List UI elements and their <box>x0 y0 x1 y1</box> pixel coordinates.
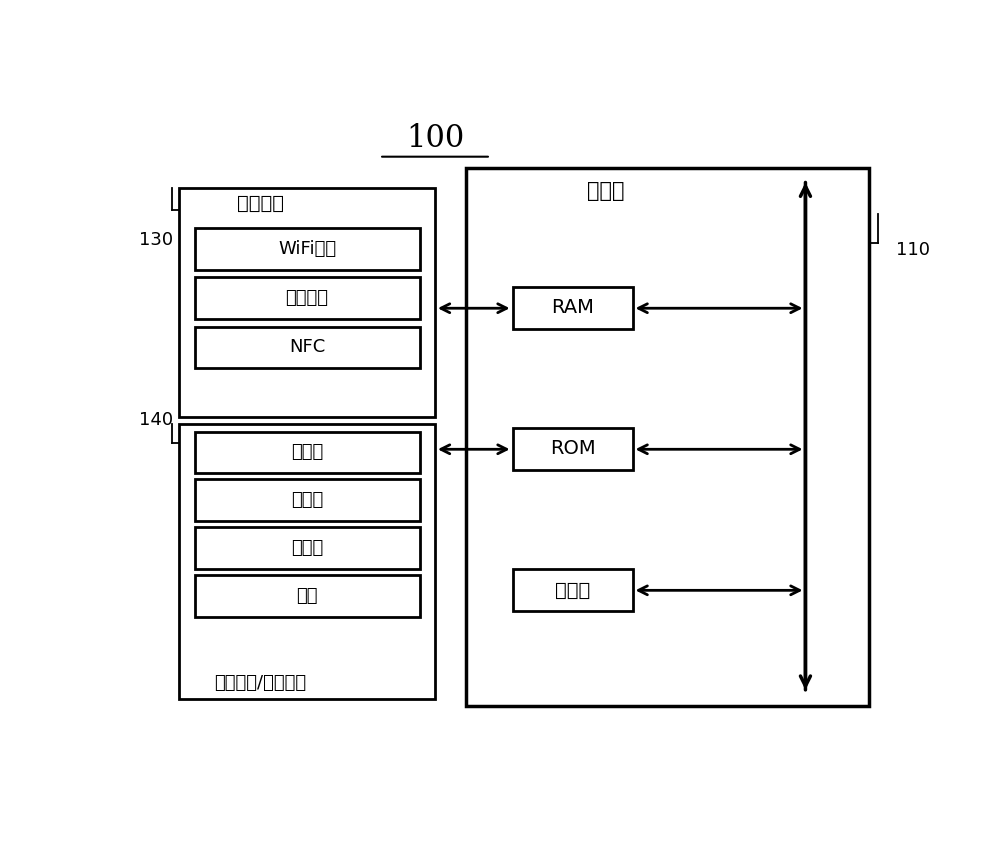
Text: 控制器: 控制器 <box>587 181 624 201</box>
Bar <box>466 168 869 705</box>
Text: 触摸板: 触摸板 <box>291 491 323 509</box>
Bar <box>179 423 435 699</box>
Text: 100: 100 <box>406 123 464 154</box>
Bar <box>512 569 633 611</box>
Text: 通信接口: 通信接口 <box>237 194 284 214</box>
Text: 按键: 按键 <box>296 587 318 605</box>
Text: 130: 130 <box>139 231 173 249</box>
Bar <box>195 480 420 521</box>
Text: ROM: ROM <box>550 440 595 458</box>
Bar <box>195 527 420 568</box>
Text: NFC: NFC <box>289 338 325 356</box>
Text: RAM: RAM <box>551 298 594 318</box>
Bar <box>512 429 633 469</box>
Text: 麦克风: 麦克风 <box>291 443 323 461</box>
Bar <box>195 278 420 319</box>
Bar <box>179 187 435 417</box>
Bar <box>195 228 420 269</box>
Bar <box>195 432 420 473</box>
Text: 处理器: 处理器 <box>555 580 590 600</box>
Text: 140: 140 <box>139 412 173 429</box>
Text: 110: 110 <box>896 241 930 259</box>
Bar <box>512 287 633 329</box>
Bar <box>195 575 420 617</box>
Text: 蓝牙模块: 蓝牙模块 <box>286 289 329 307</box>
Text: 传感器: 传感器 <box>291 539 323 557</box>
Bar <box>195 326 420 368</box>
Text: WiFi芒片: WiFi芒片 <box>278 240 336 258</box>
Text: 用户输入/输出接口: 用户输入/输出接口 <box>215 674 307 692</box>
